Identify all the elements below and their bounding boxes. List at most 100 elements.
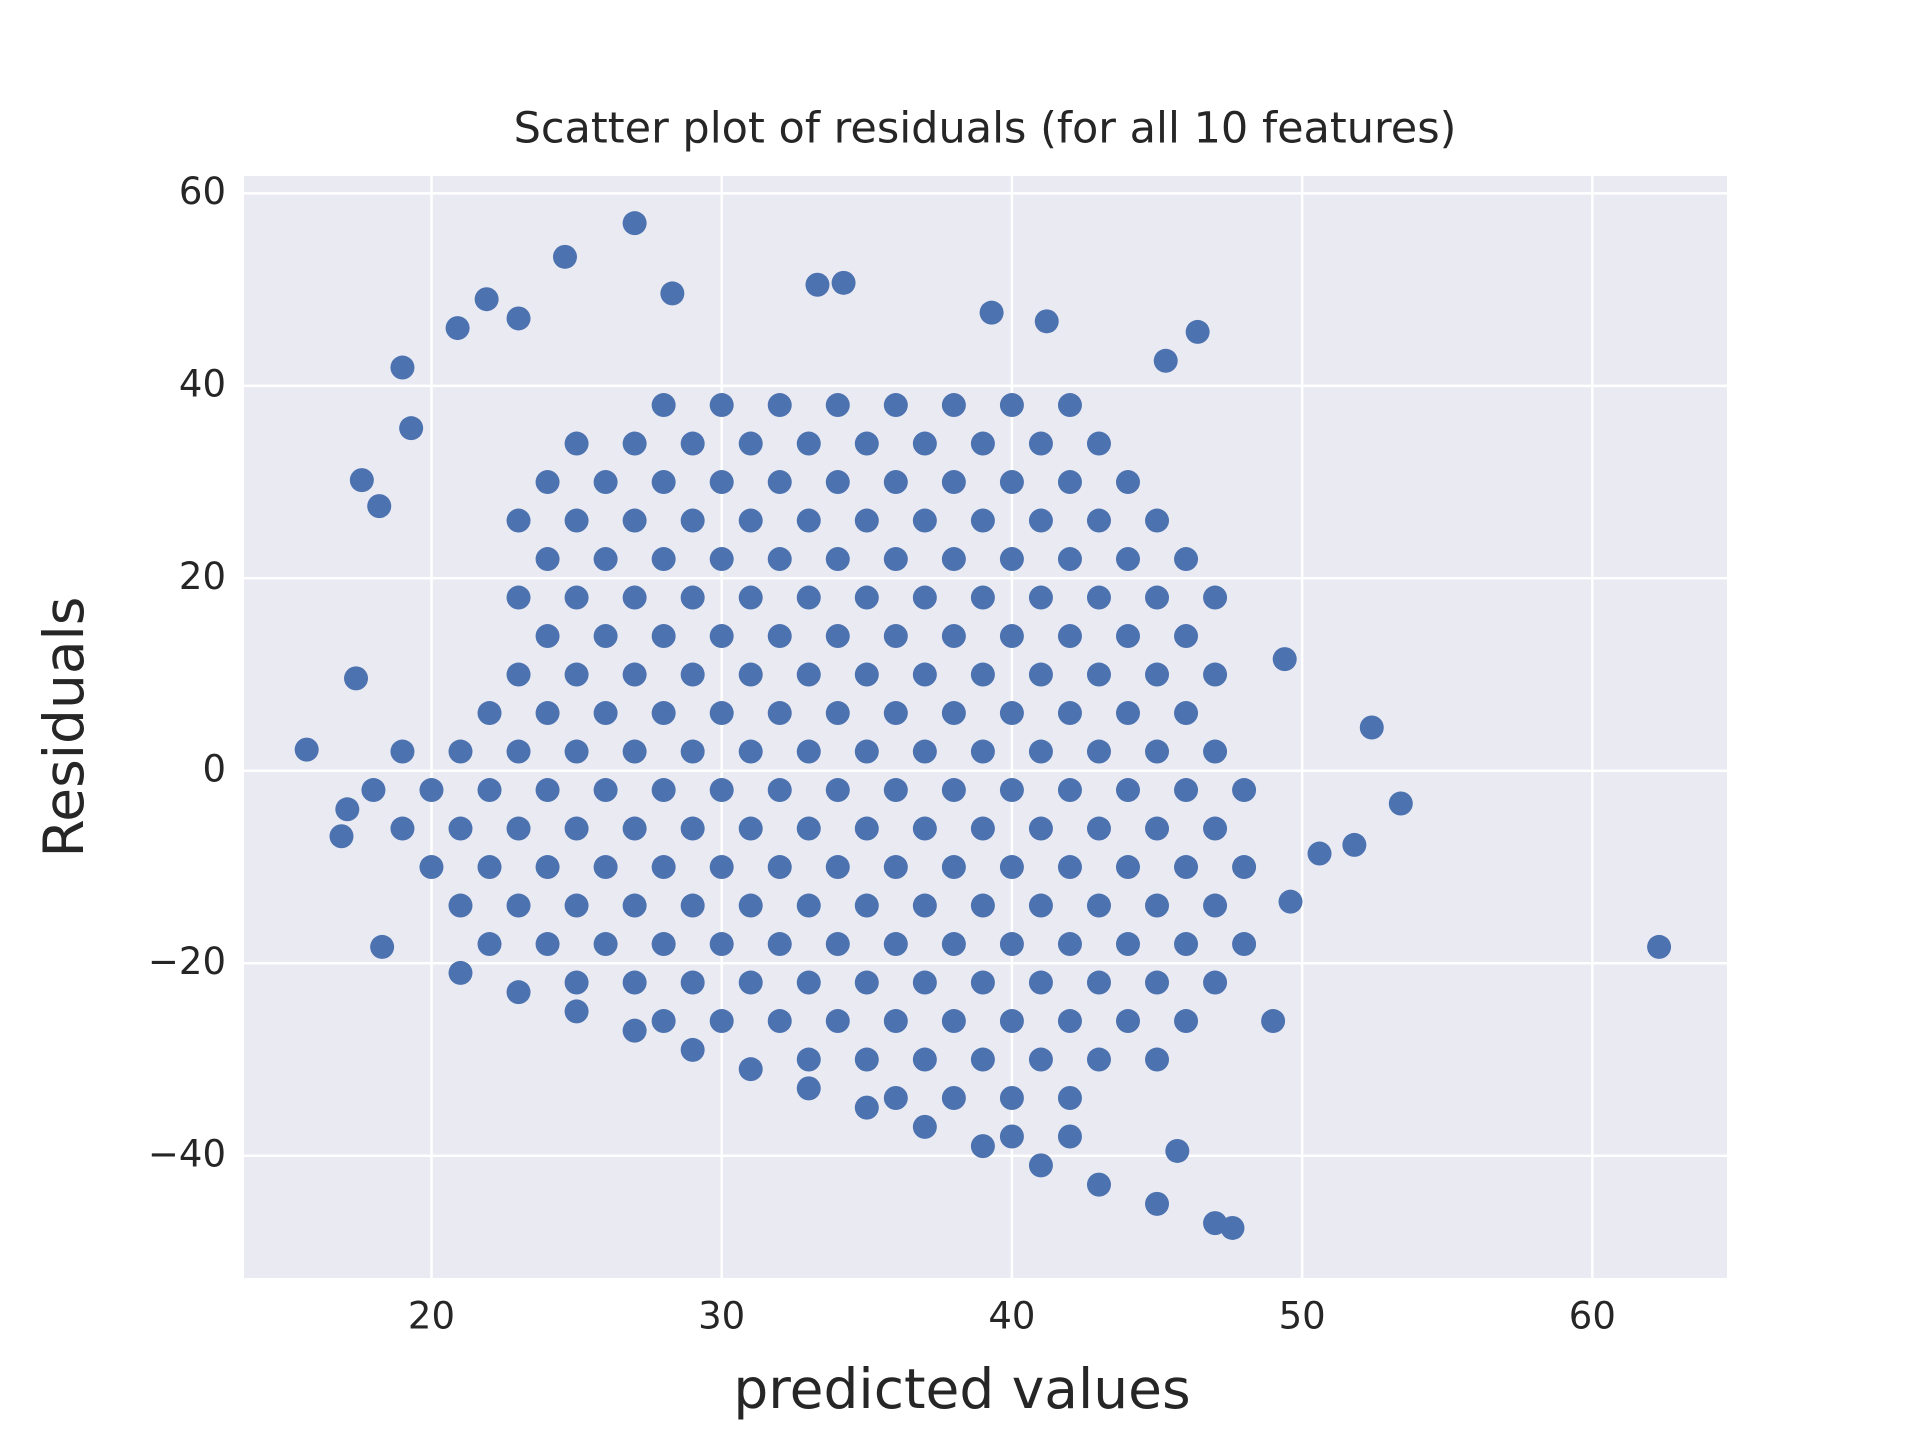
scatter-point (1174, 932, 1199, 957)
scatter-point (1145, 508, 1170, 533)
scatter-point (970, 816, 995, 841)
scatter-point (1203, 970, 1228, 995)
scatter-point (1115, 778, 1140, 803)
scatter-point (335, 797, 360, 822)
scatter-point (349, 468, 374, 493)
scatter-point (680, 508, 705, 533)
scatter-point (1203, 662, 1228, 687)
scatter-point (535, 547, 560, 572)
scatter-point (1174, 1009, 1199, 1034)
scatter-point (564, 893, 589, 918)
scatter-point (831, 270, 856, 295)
scatter-point (738, 662, 763, 687)
scatter-point (1145, 816, 1170, 841)
scatter-point (709, 393, 734, 418)
scatter-point (1220, 1215, 1245, 1240)
scatter-point (680, 431, 705, 456)
scatter-point (1232, 932, 1257, 957)
scatter-point (329, 824, 354, 849)
x-tick-label: 40 (988, 1295, 1035, 1338)
scatter-point (1174, 547, 1199, 572)
scatter-point (390, 816, 415, 841)
y-tick-label: −40 (148, 1132, 226, 1175)
scatter-point (651, 701, 676, 726)
scatter-point (552, 244, 577, 269)
scatter-point (1028, 739, 1053, 764)
scatter-point (564, 970, 589, 995)
scatter-point (448, 816, 473, 841)
scatter-point (709, 932, 734, 957)
scatter-point (506, 816, 531, 841)
scatter-point (738, 739, 763, 764)
scatter-point (941, 932, 966, 957)
scatter-point (1174, 701, 1199, 726)
scatter-point (709, 778, 734, 803)
scatter-point (1057, 932, 1082, 957)
scatter-point (738, 508, 763, 533)
scatter-point (564, 431, 589, 456)
scatter-point (1028, 662, 1053, 687)
scatter-point (1359, 715, 1384, 740)
scatter-point (622, 508, 647, 533)
scatter-point (535, 701, 560, 726)
scatter-point (622, 1018, 647, 1043)
scatter-point (1028, 1047, 1053, 1072)
scatter-point (738, 816, 763, 841)
scatter-point (1388, 791, 1413, 816)
y-tick-label: 60 (179, 170, 226, 213)
scatter-point (506, 585, 531, 610)
y-tick-label: 0 (202, 747, 226, 790)
scatter-point (1145, 739, 1170, 764)
scatter-point (825, 855, 850, 880)
scatter-point (1261, 1009, 1286, 1034)
scatter-point (912, 662, 937, 687)
scatter-point (1145, 970, 1170, 995)
scatter-point (1115, 624, 1140, 649)
x-tick-label: 50 (1279, 1295, 1326, 1338)
scatter-point (651, 470, 676, 495)
scatter-point (680, 893, 705, 918)
scatter-point (767, 855, 792, 880)
scatter-point (506, 662, 531, 687)
scatter-point (622, 431, 647, 456)
scatter-point (883, 547, 908, 572)
scatter-point (1028, 1153, 1053, 1178)
scatter-point (854, 1047, 879, 1072)
scatter-point (709, 1009, 734, 1034)
scatter-point (796, 893, 821, 918)
scatter-point (506, 980, 531, 1005)
scatter-point (796, 816, 821, 841)
scatter-point (1057, 547, 1082, 572)
scatter-point (474, 287, 499, 312)
scatter-point (419, 778, 444, 803)
scatter-point (854, 431, 879, 456)
scatter-point (970, 585, 995, 610)
scatter-point (680, 970, 705, 995)
scatter-point (651, 932, 676, 957)
scatter-point (796, 1047, 821, 1072)
scatter-point (883, 1086, 908, 1111)
scatter-point (767, 624, 792, 649)
scatter-point (1165, 1138, 1190, 1163)
scatter-point (593, 470, 618, 495)
scatter-point (883, 1009, 908, 1034)
scatter-point (1115, 932, 1140, 957)
scatter-point (1028, 816, 1053, 841)
scatter-point (506, 893, 531, 918)
scatter-point (564, 662, 589, 687)
scatter-point (999, 470, 1024, 495)
scatter-point (680, 739, 705, 764)
scatter-point (651, 547, 676, 572)
scatter-point (390, 739, 415, 764)
scatter-point (593, 624, 618, 649)
scatter-point (564, 999, 589, 1024)
scatter-point (535, 778, 560, 803)
scatter-point (1057, 470, 1082, 495)
scatter-point (477, 701, 502, 726)
scatter-point (912, 431, 937, 456)
scatter-point (535, 855, 560, 880)
scatter-point (796, 508, 821, 533)
scatter-point (854, 893, 879, 918)
scatter-point (825, 470, 850, 495)
scatter-point (912, 508, 937, 533)
